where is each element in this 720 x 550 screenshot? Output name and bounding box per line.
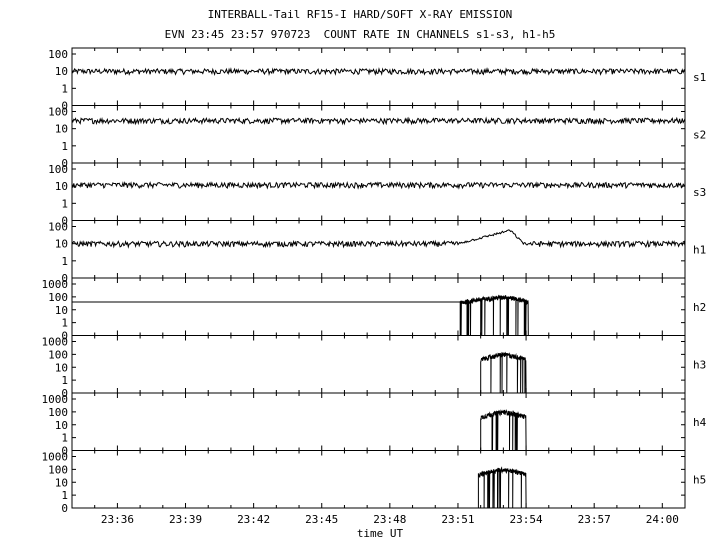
x-axis-label: time UT — [356, 527, 404, 540]
panel-frame-s2 — [71, 105, 686, 164]
y-tick-label-s1: 0 — [61, 100, 68, 113]
panel-label-h2: h2 — [693, 301, 706, 314]
y-tick-label-h2: 1000 — [42, 278, 69, 291]
y-tick-label-h3: 100 — [48, 348, 68, 361]
y-tick-label-s2: 0 — [61, 157, 68, 170]
y-tick-label-s2: 1 — [61, 140, 68, 153]
y-tick-label-h4: 1000 — [42, 393, 69, 406]
panel-label-s1: s1 — [693, 71, 706, 84]
panel-label-h3: h3 — [693, 358, 706, 371]
y-tick-label-h3: 1000 — [42, 336, 69, 349]
panel-label-s2: s2 — [693, 128, 706, 141]
y-tick-label-h5: 1 — [61, 489, 68, 502]
series-burst-h4 — [480, 408, 527, 451]
y-tick-label-s2: 100 — [48, 106, 68, 119]
y-tick-label-s1: 1 — [61, 82, 68, 95]
y-tick-label-h1: 10 — [55, 238, 68, 251]
y-tick-label-h5: 0 — [61, 502, 68, 515]
y-tick-label-h1: 100 — [48, 221, 68, 234]
panel-label-h1: h1 — [693, 243, 706, 256]
y-tick-label-h2: 100 — [48, 291, 68, 304]
y-tick-label-h1: 1 — [61, 255, 68, 268]
series-line-h1 — [71, 229, 686, 249]
x-tick-label: 24:00 — [646, 513, 679, 526]
chart-subtitle: EVN 23:45 23:57 970723 COUNT RATE IN CHA… — [164, 28, 556, 41]
y-tick-label-h4: 0 — [61, 445, 68, 458]
x-tick-label: 23:39 — [169, 513, 202, 526]
y-tick-label-s3: 100 — [48, 163, 68, 176]
y-tick-label-s3: 0 — [61, 215, 68, 228]
x-tick-label: 23:57 — [578, 513, 611, 526]
x-tick-label: 23:48 — [373, 513, 406, 526]
panel-frame-h3 — [71, 335, 686, 394]
series-line-s3 — [71, 181, 686, 190]
y-tick-label-h3: 0 — [61, 387, 68, 400]
y-tick-label-s3: 10 — [55, 180, 68, 193]
y-tick-label-h2: 1 — [61, 317, 68, 330]
panel-frame-s3 — [71, 162, 686, 221]
series-burst-h3 — [480, 351, 527, 394]
y-tick-label-s1: 10 — [55, 65, 68, 78]
panel-frame-h5 — [71, 450, 686, 509]
series-burst-h2 — [459, 294, 529, 336]
chart-title: INTERBALL-Tail RF15-I HARD/SOFT X-RAY EM… — [207, 8, 513, 21]
y-tick-label-h5: 10 — [55, 476, 68, 489]
y-tick-label-h3: 10 — [55, 361, 68, 374]
x-tick-label: 23:51 — [441, 513, 474, 526]
y-tick-label-h5: 100 — [48, 463, 68, 476]
panel-frame-h1 — [71, 220, 686, 279]
panel-label-h5: h5 — [693, 473, 706, 486]
x-tick-label: 23:42 — [237, 513, 270, 526]
series-line-s2 — [71, 116, 686, 126]
x-tick-label: 23:54 — [510, 513, 543, 526]
y-tick-label-h5: 1000 — [42, 451, 69, 464]
y-tick-label-h2: 10 — [55, 304, 68, 317]
y-tick-label-s2: 10 — [55, 123, 68, 136]
series-burst-h5 — [477, 466, 527, 509]
y-tick-label-h4: 10 — [55, 419, 68, 432]
y-tick-label-h4: 1 — [61, 432, 68, 445]
panel-frame-s1 — [71, 47, 686, 106]
panel-frame-h4 — [71, 392, 686, 451]
series-line-s1 — [71, 67, 686, 77]
y-tick-label-h3: 1 — [61, 374, 68, 387]
y-tick-label-s1: 100 — [48, 48, 68, 61]
y-tick-label-s3: 1 — [61, 197, 68, 210]
y-tick-label-h1: 0 — [61, 272, 68, 285]
x-tick-label: 23:36 — [101, 513, 134, 526]
panel-label-s3: s3 — [693, 186, 706, 199]
y-tick-label-h2: 0 — [61, 330, 68, 343]
panel-label-h4: h4 — [693, 416, 707, 429]
panel-frame-h2 — [71, 277, 686, 336]
x-tick-label: 23:45 — [305, 513, 338, 526]
y-tick-label-h4: 100 — [48, 406, 68, 419]
